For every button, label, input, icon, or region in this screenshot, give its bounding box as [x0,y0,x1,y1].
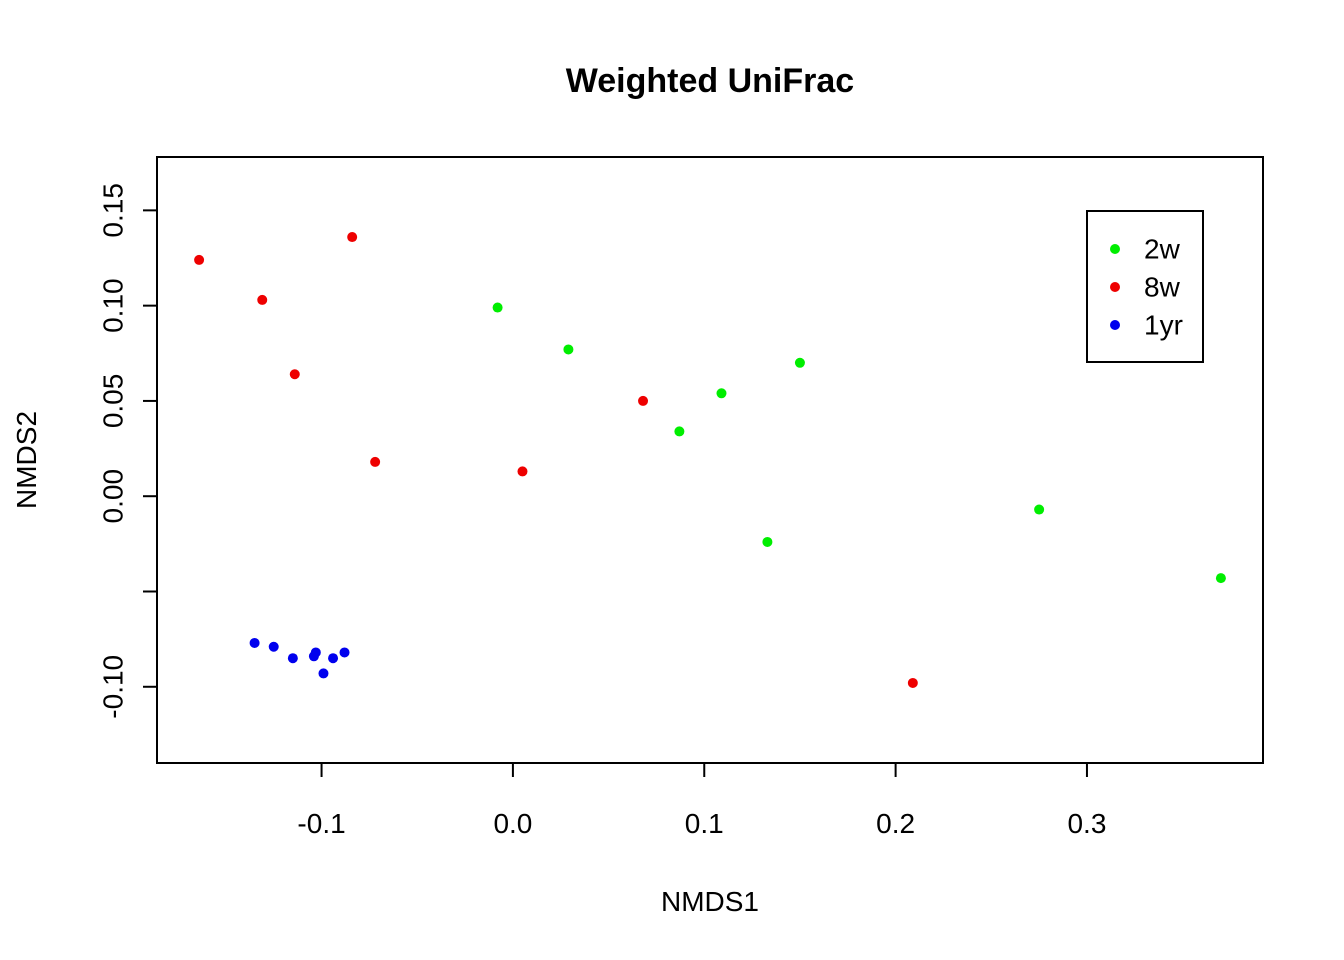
y-axis: 0.15 0.10 0.05 0.00 -0.10 [98,183,158,719]
point-8w [370,456,381,467]
point-1yr [328,653,339,664]
chart-title: Weighted UniFrac [566,62,854,100]
point-2w [1215,573,1226,584]
x-axis: -0.1 0.0 0.1 0.2 0.3 [297,762,1106,839]
point-1yr [249,637,260,648]
x-tick-label: 0.3 [1067,808,1106,839]
point-2w [492,302,503,313]
x-tick-label: 0.2 [876,808,915,839]
y-tick-label: -0.10 [98,655,129,719]
x-axis-label: NMDS1 [661,886,759,917]
point-1yr [318,668,329,679]
point-8w [194,254,205,265]
x-tick-label: 0.0 [493,808,532,839]
point-8w [907,677,918,688]
point-2w [563,344,574,355]
data-points [194,232,1226,688]
point-8w [257,294,268,305]
y-tick-label: 0.10 [98,278,129,333]
legend-label-1yr: 1yr [1144,310,1183,341]
x-tick-label: 0.1 [685,808,724,839]
point-1yr [287,653,298,664]
point-8w [517,466,528,477]
legend-label-8w: 8w [1144,272,1181,303]
point-2w [1034,504,1045,515]
y-tick-label: 0.00 [98,469,129,523]
point-1yr [310,647,321,658]
point-8w [347,232,358,243]
point-1yr [339,647,350,658]
point-2w [762,536,773,547]
legend-label-2w: 2w [1144,234,1181,265]
legend-box [1086,210,1204,363]
point-2w [674,426,685,437]
point-2w [794,357,805,368]
y-axis-label: NMDS2 [11,411,42,509]
x-tick-label: -0.1 [297,808,345,839]
legend-marker-8w [1110,282,1120,292]
point-8w [289,369,300,380]
point-2w [716,388,727,399]
y-tick-label: 0.05 [98,374,129,429]
point-8w [638,395,649,406]
legend-marker-2w [1110,244,1120,254]
point-1yr [268,641,279,652]
y-tick-label: 0.15 [98,183,129,238]
legend-marker-1yr [1110,320,1120,330]
legend: 2w 8w 1yr [1086,210,1204,363]
